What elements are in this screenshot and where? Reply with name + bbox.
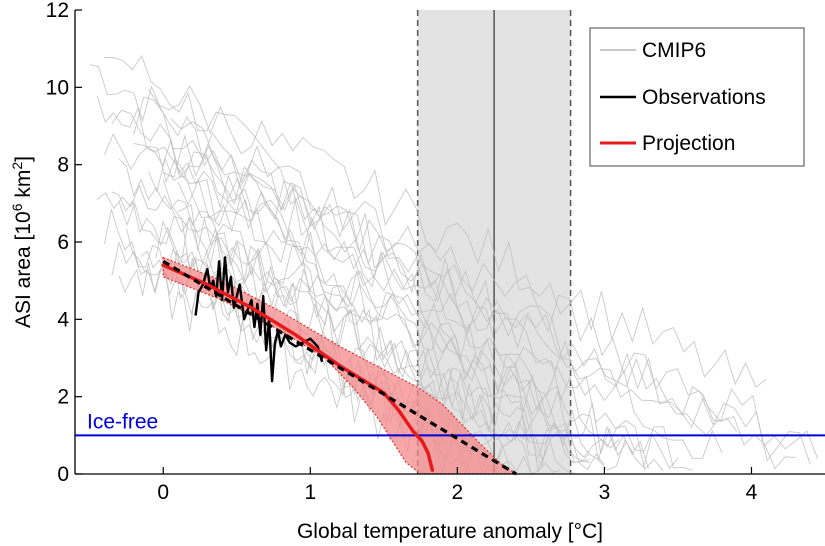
y-axis-title-sup1: 6 [9, 203, 25, 211]
cmip6-member-line [118, 201, 590, 463]
cmip6-member-line [162, 179, 679, 469]
x-axis-ticks: 0 1 2 3 4 [157, 467, 758, 504]
y-tick-label: 6 [57, 231, 69, 254]
y-axis-title: ASI area [106 km2] [9, 156, 35, 328]
y-axis-title-mid: km [12, 170, 35, 204]
legend: CMIP6 Observations Projection [589, 27, 805, 167]
y-tick-label: 0 [57, 463, 69, 486]
x-axis-title: Global temperature anomaly [°C] [297, 520, 603, 543]
cmip6-member-line [170, 118, 819, 459]
y-tick-label: 8 [57, 154, 69, 177]
cmip6-member-line [96, 184, 605, 471]
cmip6-member-line [163, 134, 811, 465]
y-tick-label: 12 [46, 0, 69, 22]
y-tick-label: 4 [57, 308, 69, 331]
y-axis-ticks: 0 2 4 6 8 10 12 [46, 0, 82, 486]
cmip6-member-line [133, 142, 738, 436]
x-tick-label: 1 [304, 481, 316, 504]
y-axis-title-end: ] [12, 156, 35, 162]
cmip6-member-line [148, 157, 649, 469]
x-tick-label: 3 [599, 481, 611, 504]
legend-label-observations: Observations [642, 86, 766, 109]
y-tick-label: 2 [57, 386, 69, 409]
cmip6-member-line [96, 95, 590, 464]
x-tick-label: 4 [746, 481, 758, 504]
x-tick-label: 2 [452, 481, 464, 504]
cmip6-member-line [177, 178, 796, 470]
legend-label-cmip6: CMIP6 [642, 39, 706, 62]
y-axis-title-main: ASI area [10 [12, 211, 35, 328]
y-tick-label: 10 [46, 76, 69, 99]
trend-dashed-line [162, 259, 518, 476]
x-tick-label: 0 [157, 481, 169, 504]
y-axis-title-sup2: 2 [9, 162, 25, 170]
legend-label-projection: Projection [642, 132, 735, 155]
cmip6-member-line [148, 85, 767, 388]
ice-free-label: Ice-free [87, 410, 158, 433]
